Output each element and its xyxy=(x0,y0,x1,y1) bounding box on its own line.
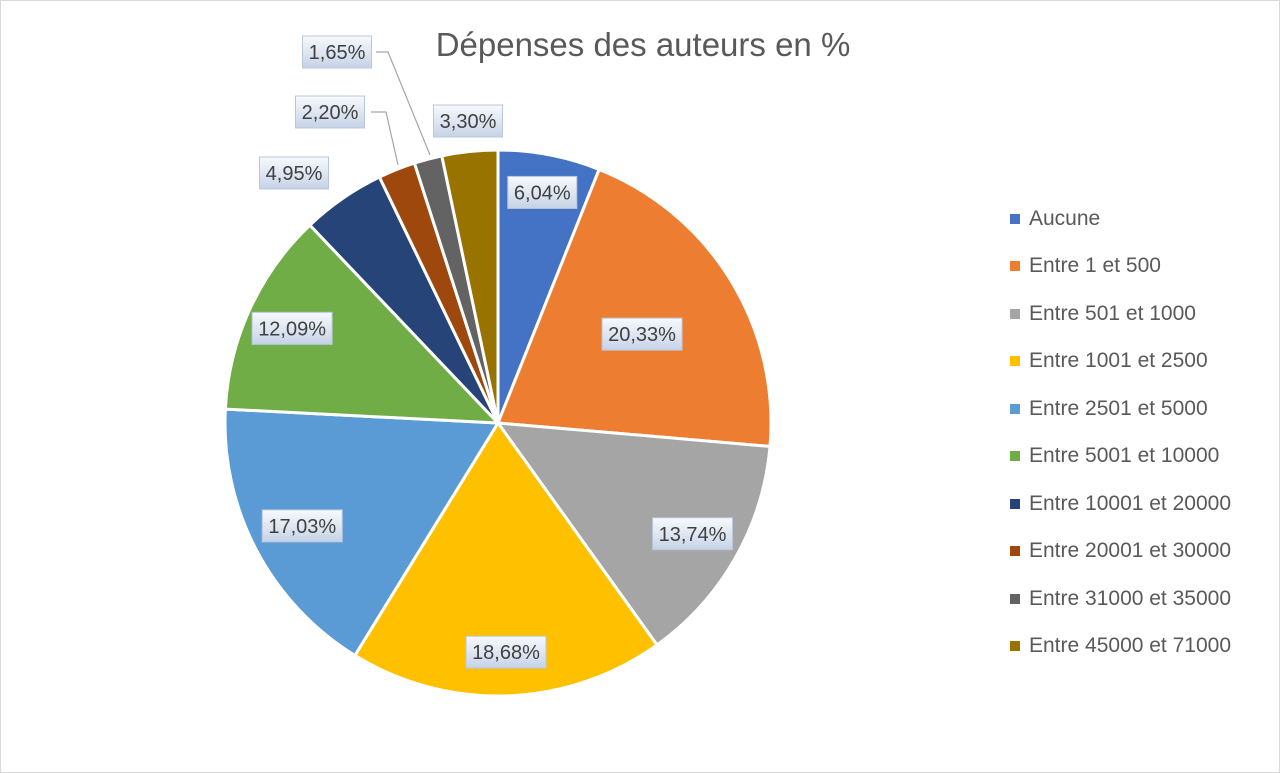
legend-label-5: Entre 2501 et 5000 xyxy=(1029,396,1208,420)
legend-swatch-3 xyxy=(1010,308,1020,319)
pie-slices xyxy=(223,148,773,698)
data-label-2: 20,33% xyxy=(601,317,683,351)
data-label-text-2: 20,33% xyxy=(608,324,676,346)
data-label-text-1: 6,04% xyxy=(514,182,571,204)
data-label-box-5 xyxy=(261,509,343,543)
legend-item-9: Entre 31000 et 35000 xyxy=(1010,575,1231,623)
data-label-box-8 xyxy=(295,95,365,129)
legend-item-3: Entre 501 et 1000 xyxy=(1010,290,1231,338)
chart-title-text: Dépenses des auteurs en % xyxy=(435,26,851,63)
data-label-box-1 xyxy=(507,175,578,209)
legend-swatch-2 xyxy=(1010,261,1020,272)
data-label-box-7 xyxy=(259,156,329,190)
data-label-text-5: 17,03% xyxy=(268,516,336,538)
pie-slice-5 xyxy=(223,407,501,658)
legend-item-5: Entre 2501 et 5000 xyxy=(1010,385,1231,433)
legend-label-3: Entre 501 et 1000 xyxy=(1029,301,1196,325)
legend-item-4: Entre 1001 et 2500 xyxy=(1010,338,1231,386)
legend-label-7: Entre 10001 et 20000 xyxy=(1029,491,1232,515)
legend: Aucune Entre 1 et 500 Entre 501 et 1000 Ent… xyxy=(1010,195,1231,670)
data-label-box-9 xyxy=(302,35,372,69)
legend-swatch-8 xyxy=(1010,546,1020,557)
data-label-5: 17,03% xyxy=(261,509,343,543)
legend-label-6: Entre 5001 et 10000 xyxy=(1029,444,1220,468)
data-label-7: 4,95% xyxy=(259,156,329,190)
legend-item-7: Entre 10001 et 20000 xyxy=(1010,480,1231,528)
legend-swatch-9 xyxy=(1010,593,1020,604)
legend-swatch-6 xyxy=(1010,451,1020,462)
legend-item-8: Entre 20001 et 30000 xyxy=(1010,528,1231,576)
legend-label-2: Entre 1 et 500 xyxy=(1029,254,1161,278)
legend-swatch-4 xyxy=(1010,356,1020,367)
legend-item-10: Entre 45000 et 71000 xyxy=(1010,623,1231,671)
data-label-box-4 xyxy=(465,635,547,669)
data-label-text-7: 4,95% xyxy=(266,163,323,185)
data-label-6: 12,09% xyxy=(251,311,333,345)
chart-title: Dépenses des auteurs en % xyxy=(0,26,1280,64)
data-label-text-9: 1,65% xyxy=(309,42,366,64)
legend-item-2: Entre 1 et 500 xyxy=(1010,243,1231,291)
leader-lines xyxy=(371,51,431,166)
data-labels: 6,04% 20,33% 13,74% 18,68% 17,03% 12,09% 4,95%… xyxy=(251,35,734,669)
data-label-1: 6,04% xyxy=(507,175,578,209)
data-label-text-3: 13,74% xyxy=(659,524,727,546)
legend-item-6: Entre 5001 et 10000 xyxy=(1010,433,1231,481)
data-label-text-8: 2,20% xyxy=(302,102,359,124)
legend-label-8: Entre 20001 et 30000 xyxy=(1029,539,1232,563)
data-label-text-10: 3,30% xyxy=(440,111,497,133)
legend-label-9: Entre 31000 et 35000 xyxy=(1029,586,1232,610)
data-label-8: 2,20% xyxy=(295,95,365,129)
legend-label-4: Entre 1001 et 2500 xyxy=(1029,349,1208,373)
pie-slice-2 xyxy=(495,167,773,449)
pie-slice-6 xyxy=(223,223,502,425)
legend-label-1: Aucune xyxy=(1029,206,1101,230)
data-label-10: 3,30% xyxy=(433,104,503,138)
data-label-4: 18,68% xyxy=(465,635,547,669)
data-label-box-6 xyxy=(251,311,333,345)
data-label-box-2 xyxy=(601,317,683,351)
legend-swatch-5 xyxy=(1010,403,1020,414)
legend-swatch-7 xyxy=(1010,498,1020,509)
data-label-text-6: 12,09% xyxy=(258,318,326,340)
legend-swatch-10 xyxy=(1010,641,1020,652)
legend-swatch-1 xyxy=(1010,213,1020,224)
legend-label-10: Entre 45000 et 71000 xyxy=(1029,634,1232,658)
pie-slice-3 xyxy=(494,421,772,648)
pie-slice-10 xyxy=(440,148,500,424)
data-label-box-10 xyxy=(433,104,503,138)
data-label-text-4: 18,68% xyxy=(472,642,540,664)
leader-line-9 xyxy=(376,51,431,156)
leader-line-8 xyxy=(371,111,399,166)
data-label-box-3 xyxy=(652,517,734,551)
data-label-9: 1,65% xyxy=(302,35,372,69)
data-label-3: 13,74% xyxy=(652,517,734,551)
legend-item-1: Aucune xyxy=(1010,195,1231,243)
pie-slice-4 xyxy=(352,420,660,698)
